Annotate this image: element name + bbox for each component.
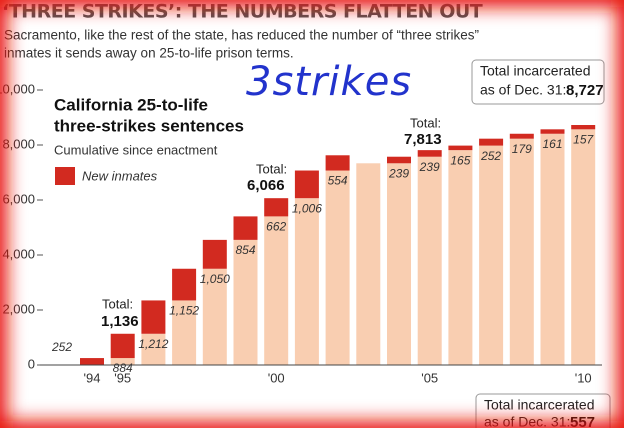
bar-segment bbox=[202, 239, 227, 269]
legend-label: New inmates bbox=[82, 168, 158, 183]
bar-base bbox=[571, 129, 596, 365]
bar-base bbox=[387, 163, 411, 365]
bar-base bbox=[509, 138, 534, 365]
value-label: 1,212 bbox=[138, 337, 168, 351]
value-label: 239 bbox=[419, 160, 440, 174]
y-tick-label: 4,000 bbox=[2, 246, 35, 261]
y-tick-label: 6,000 bbox=[2, 191, 35, 206]
x-tick-label: '00 bbox=[268, 370, 285, 385]
bar-base bbox=[110, 358, 135, 365]
y-tick-label: 10,000 bbox=[0, 81, 35, 96]
bar-segment bbox=[141, 300, 166, 334]
annotation: Total: bbox=[102, 296, 133, 311]
bar-segment bbox=[540, 129, 565, 134]
bar-segment bbox=[417, 150, 442, 157]
bar-base bbox=[202, 268, 227, 365]
y-tick-label: 0 bbox=[28, 356, 35, 371]
annotation: 1,136 bbox=[101, 313, 139, 330]
value-label: 1,152 bbox=[169, 304, 199, 318]
bar-base bbox=[540, 133, 565, 365]
annotation: Total incarcerated bbox=[484, 397, 595, 413]
y-tick-label: 8,000 bbox=[2, 136, 35, 151]
value-label: 252 bbox=[51, 340, 72, 354]
x-tick-label: '95 bbox=[114, 370, 131, 385]
value-label: 165 bbox=[450, 153, 470, 167]
value-label: 157 bbox=[573, 132, 594, 146]
bar-base bbox=[325, 170, 350, 365]
bar-segment bbox=[172, 268, 197, 301]
annotation: Total: bbox=[410, 115, 441, 130]
value-label: 1,050 bbox=[200, 272, 230, 286]
value-label: 161 bbox=[542, 137, 562, 151]
callout-box bbox=[471, 59, 605, 105]
subtitle: inmates it sends away on 25-to-life pris… bbox=[4, 46, 294, 61]
bar-base bbox=[417, 156, 442, 365]
bar-segment bbox=[571, 125, 596, 130]
bar-segment bbox=[264, 198, 289, 217]
bar-base bbox=[356, 163, 381, 365]
bar-segment bbox=[80, 358, 104, 365]
panel-title: California 25-to-life bbox=[54, 95, 208, 114]
bar-segment bbox=[387, 156, 411, 164]
bar-base bbox=[264, 216, 289, 365]
value-label: 1,006 bbox=[292, 201, 322, 215]
value-label: 854 bbox=[235, 243, 255, 257]
value-label: 239 bbox=[388, 166, 409, 180]
panel-subtitle: Cumulative since enactment bbox=[54, 142, 218, 157]
bar-base bbox=[479, 145, 504, 365]
annotation: as of Dec. 31: bbox=[480, 82, 566, 98]
bar-segment bbox=[448, 145, 473, 151]
value-label: 554 bbox=[328, 174, 348, 188]
subtitle: Sacramento, like the rest of the state, … bbox=[4, 28, 479, 43]
plot-area: 02,0004,0006,0008,00010,000252'94884'951… bbox=[0, 81, 602, 385]
bar-segment bbox=[110, 333, 135, 359]
value-label: 179 bbox=[512, 142, 532, 156]
x-tick-label: '05 bbox=[421, 370, 438, 385]
bar-base bbox=[448, 150, 473, 365]
legend-swatch bbox=[55, 167, 75, 185]
handwritten-note: 3strikes bbox=[246, 59, 412, 105]
panel-title: three-strikes sentences bbox=[54, 116, 244, 135]
x-tick-label: '94 bbox=[84, 370, 101, 385]
y-tick-label: 2,000 bbox=[2, 301, 35, 316]
bar-segment bbox=[509, 133, 534, 139]
value-label: 662 bbox=[266, 220, 286, 234]
bar-segment bbox=[294, 170, 319, 199]
x-tick-label: '10 bbox=[575, 370, 592, 385]
annotation: 8,727 bbox=[566, 82, 604, 99]
bar-segment bbox=[479, 138, 504, 146]
callout-box bbox=[475, 393, 611, 428]
annotation: 6,066 bbox=[247, 177, 285, 194]
value-label: 252 bbox=[480, 149, 501, 163]
bar-base bbox=[141, 333, 166, 365]
bar-base bbox=[233, 239, 258, 365]
bar-segment bbox=[233, 216, 258, 240]
annotation: Total: bbox=[256, 161, 287, 176]
annotation: 7,813 bbox=[404, 131, 442, 148]
bar-base bbox=[294, 198, 319, 365]
bar-base bbox=[172, 300, 197, 365]
annotation: Total incarcerated bbox=[480, 63, 591, 79]
bar-segment bbox=[325, 155, 350, 171]
